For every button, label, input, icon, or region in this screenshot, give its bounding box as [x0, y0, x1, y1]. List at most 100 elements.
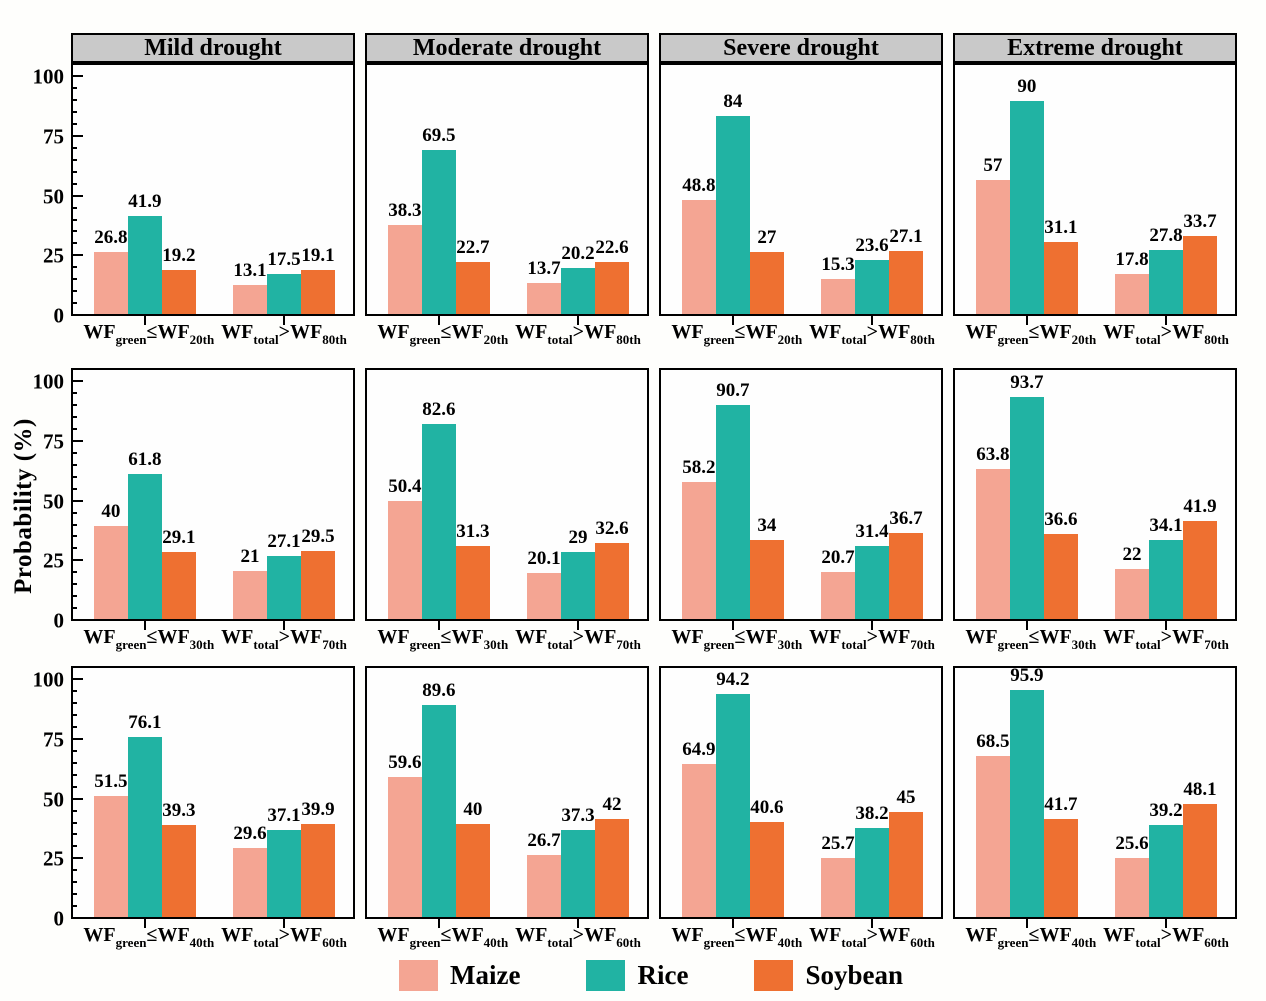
bar-value-label: 41.9: [128, 191, 162, 212]
bar-value-label: 38.2: [855, 802, 889, 824]
bar-value-label: 37.1: [267, 805, 301, 827]
y-tick: [71, 714, 77, 717]
bar-value-label: 19.2: [162, 245, 196, 267]
bar-rice: [1009, 397, 1044, 621]
y-tick: [71, 857, 83, 860]
bar-value-label: 84: [723, 90, 743, 112]
bar-maize: [527, 283, 561, 316]
y-tick: [71, 278, 77, 281]
x-label-subscript: 60th: [1204, 935, 1229, 950]
x-label-base: WF: [83, 321, 116, 343]
y-tick: [71, 439, 83, 442]
x-label-base: WF: [809, 321, 842, 343]
y-tick: [71, 134, 83, 137]
x-label-base: WF: [878, 924, 911, 946]
x-category-label: WFgreen≤WF20th: [377, 322, 508, 346]
y-tick: [71, 218, 77, 221]
x-category-label: WFgreen≤WF20th: [965, 322, 1096, 346]
y-tick: [71, 254, 83, 257]
y-tick: [71, 404, 77, 407]
x-label-subscript: total: [547, 332, 573, 347]
x-tick: [1165, 919, 1167, 928]
plot-area: 38.3 69.5 22.7 13.7 20.2 22.6: [365, 63, 649, 316]
bar-value-label: 40.6: [750, 797, 784, 819]
x-label-operator: ≤: [146, 321, 158, 343]
x-label-subscript: 30th: [483, 637, 509, 652]
x-label-operator: ≤: [146, 626, 158, 648]
y-tick-label: 75: [43, 727, 64, 752]
x-label-subscript: 60th: [910, 935, 935, 950]
bar-soybean: [1183, 235, 1217, 316]
legend-item: Maize: [399, 959, 521, 991]
panel-title: Moderate drought: [365, 33, 649, 63]
x-label-base: WF: [1039, 626, 1072, 648]
bar-maize: [975, 755, 1010, 919]
y-tick: [71, 111, 77, 114]
x-tick: [143, 919, 146, 928]
x-tick: [1165, 316, 1167, 325]
y-tick: [71, 773, 77, 776]
x-label-subscript: 20th: [483, 332, 509, 347]
x-label-subscript: 40th: [189, 935, 215, 950]
x-label-subscript: total: [1135, 637, 1161, 652]
x-label-base: WF: [1039, 924, 1072, 946]
bar-maize: [233, 848, 267, 919]
y-tick-label: 0: [53, 906, 65, 931]
x-label-base: WF: [221, 626, 254, 648]
x-label-base: WF: [1039, 321, 1072, 343]
plot-area: 50.4 82.6 31.3 20.1 29 32.6: [365, 368, 649, 621]
y-tick: [71, 380, 83, 383]
x-label-subscript: green: [997, 637, 1029, 652]
y-tick-label: 25: [43, 243, 64, 268]
bar-rice: [127, 473, 162, 621]
x-label-base: WF: [451, 626, 484, 648]
y-tick-label: 0: [53, 303, 65, 328]
x-label-subscript: 80th: [322, 332, 347, 347]
bar-value-label: 68.5: [976, 730, 1010, 752]
x-tick: [577, 919, 579, 928]
bar-value-label: 94.2: [716, 669, 750, 691]
x-label-subscript: total: [547, 935, 573, 950]
bar-value-label: 17.5: [267, 249, 301, 271]
bar-value-label: 27.8: [1149, 224, 1183, 246]
bar-value-label: 32.6: [595, 518, 629, 540]
y-tick: [71, 619, 83, 621]
bar-value-label: 51.5: [94, 771, 128, 793]
x-label-operator: >: [572, 321, 585, 343]
bar-soybean: [889, 251, 923, 316]
x-label-base: WF: [745, 321, 778, 343]
bar-maize: [93, 525, 128, 621]
y-tick: [71, 583, 77, 586]
bar-value-label: 39.9: [301, 798, 335, 820]
x-label-subscript: green: [703, 637, 735, 652]
x-label-base: WF: [377, 321, 410, 343]
x-label-operator: ≤: [440, 321, 452, 343]
bar-soybean: [595, 543, 629, 621]
y-tick: [71, 314, 83, 316]
bar-soybean: [301, 823, 335, 919]
x-label-subscript: 30th: [777, 637, 803, 652]
bar-rice: [267, 830, 301, 919]
bar-value-label: 95.9: [1010, 665, 1044, 687]
y-tick: [71, 737, 83, 740]
x-category-label: WFgreen≤WF40th: [671, 925, 802, 949]
x-label-base: WF: [671, 626, 704, 648]
legend-label: Soybean: [805, 959, 903, 990]
legend-label: Maize: [450, 959, 521, 990]
x-label-subscript: green: [997, 332, 1029, 347]
x-label-subscript: 70th: [910, 637, 935, 652]
bar-value-label: 27.1: [267, 531, 301, 553]
bar-soybean: [455, 546, 490, 621]
y-tick: [71, 194, 83, 197]
bar-value-label: 45: [896, 786, 916, 808]
y-tick: [71, 749, 77, 752]
x-label-base: WF: [965, 626, 998, 648]
bar-value-label: 25.7: [821, 832, 855, 854]
bar-value-label: 25.6: [1115, 832, 1149, 854]
x-label-base: WF: [965, 924, 998, 946]
bar-value-label: 40: [101, 500, 121, 522]
bar-rice: [267, 556, 301, 621]
y-tick: [71, 869, 77, 872]
bar-soybean: [455, 823, 490, 919]
